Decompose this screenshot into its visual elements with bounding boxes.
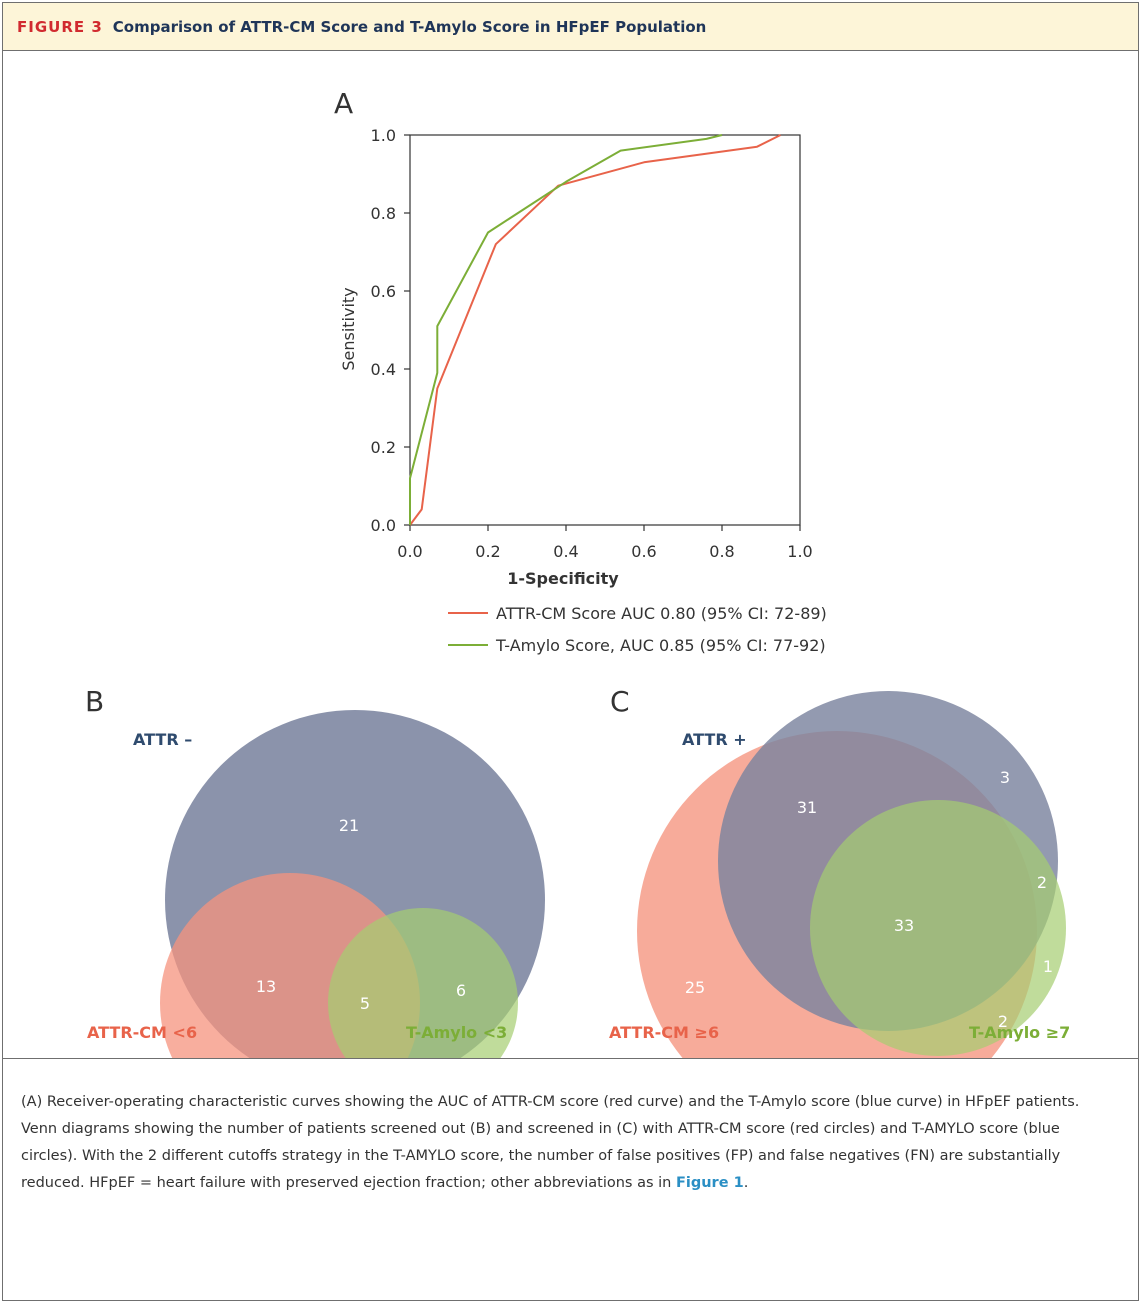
venn-c-label-tamylo: T-Amylo ≥7 — [969, 1023, 1070, 1042]
venn-c-count-attr-tamylo: 2 — [1037, 873, 1047, 892]
caption-figure-link[interactable]: Figure 1 — [675, 1175, 744, 1191]
y-tick-label: 0.8 — [371, 204, 396, 223]
venn-b-count-attr-tamylo: 6 — [456, 981, 466, 1000]
panel-a-label: A — [334, 87, 353, 120]
x-tick-label: 0.4 — [553, 542, 578, 561]
venn-b-label-attrcm: ATTR-CM <6 — [87, 1023, 197, 1042]
figure-caption: (A) Receiver-operating characteristic cu… — [21, 1089, 1110, 1197]
venn-b-count-attr-only: 21 — [339, 816, 359, 835]
venn-b-count-all: 5 — [360, 994, 370, 1013]
venn-b-label-tamylo: T-Amylo <3 — [406, 1023, 507, 1042]
roc-y-axis-label: Sensitivity — [339, 287, 358, 370]
legend-label-attrcm: ATTR-CM Score AUC 0.80 (95% CI: 72-89) — [496, 604, 827, 623]
x-tick-label: 1.0 — [787, 542, 812, 561]
figure-charts: A 0.0 0.2 0.4 0.6 0.8 1.0 0.0 0.2 0.4 0.6 0.8 1.0 1… — [85, 87, 1070, 1058]
roc-legend: ATTR-CM Score AUC 0.80 (95% CI: 72-89) T… — [448, 604, 827, 655]
venn-c-count-attr-only: 3 — [1000, 768, 1010, 787]
figure-label: FIGURE 3 — [17, 17, 103, 36]
roc-axes: 0.0 0.2 0.4 0.6 0.8 1.0 0.0 0.2 0.4 0.6 0.8 1.0 — [371, 126, 813, 561]
venn-c-label-attrcm: ATTR-CM ≥6 — [609, 1023, 719, 1042]
y-tick-label: 0.6 — [371, 282, 396, 301]
panel-c-venn: C ATTR + ATTR-CM ≥6 T-Amylo ≥7 31 3 2 33… — [609, 685, 1070, 1058]
x-tick-label: 0.2 — [475, 542, 500, 561]
caption-end: . — [743, 1175, 749, 1191]
figure-header: FIGURE 3 Comparison of ATTR-CM Score and… — [3, 3, 1138, 51]
venn-c-count-all: 33 — [894, 916, 914, 935]
venn-b-label-attr: ATTR – — [133, 730, 192, 749]
roc-plot-frame — [409, 134, 801, 526]
venn-c-count-tamylo-only: 1 — [1043, 957, 1053, 976]
panel-a-roc-chart: A 0.0 0.2 0.4 0.6 0.8 1.0 0.0 0.2 0.4 0.6 0.8 1.0 1… — [334, 87, 827, 655]
roc-curve-tamylo — [409, 134, 723, 525]
x-tick-label: 0.6 — [631, 542, 656, 561]
y-tick-label: 0.2 — [371, 438, 396, 457]
venn-c-label-attr: ATTR + — [682, 730, 747, 749]
roc-series — [409, 134, 781, 526]
roc-curve-attrcm — [409, 134, 781, 526]
x-tick-label: 0.8 — [709, 542, 734, 561]
panel-b-label: B — [85, 685, 104, 718]
venn-c-count-attrcm-only: 25 — [685, 978, 705, 997]
venn-b-circle-tamylo — [328, 908, 518, 1058]
caption-text: (A) Receiver-operating characteristic cu… — [21, 1094, 1080, 1191]
y-tick-label: 0.0 — [371, 516, 396, 535]
figure-title: Comparison of ATTR-CM Score and T-Amylo … — [112, 17, 707, 36]
venn-c-count-attrcm-tamylo: 2 — [998, 1012, 1008, 1031]
y-tick-label: 0.4 — [371, 360, 396, 379]
y-tick-label: 1.0 — [371, 126, 396, 145]
panel-c-label: C — [610, 685, 630, 718]
venn-c-count-attr-attrcm: 31 — [797, 798, 817, 817]
roc-x-axis-label: 1-Specificity — [507, 569, 619, 588]
venn-b-count-attr-attrcm: 13 — [256, 977, 276, 996]
caption-box: (A) Receiver-operating characteristic cu… — [3, 1058, 1138, 1300]
x-tick-label: 0.0 — [397, 542, 422, 561]
panel-b-venn: B ATTR – ATTR-CM <6 T-Amylo <3 21 13 5 6… — [85, 685, 545, 1058]
legend-label-tamylo: T-Amylo Score, AUC 0.85 (95% CI: 77-92) — [495, 636, 826, 655]
venn-c-circle-tamylo — [810, 800, 1066, 1056]
